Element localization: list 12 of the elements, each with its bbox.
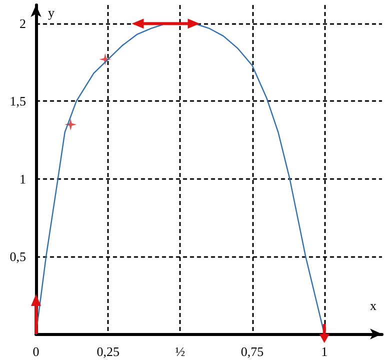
y-tick-label: 1: [20, 171, 26, 186]
point: [64, 118, 77, 130]
x-tick-label: 0,75: [240, 344, 264, 359]
y-tick-label: 0,5: [10, 248, 26, 264]
x-tick-label: ½: [175, 344, 186, 359]
y-tick-label: 2: [20, 16, 26, 32]
x-tick-label: 0,25: [96, 344, 120, 359]
y-tick-label: 1,5: [10, 94, 26, 109]
y-axis-title: y: [48, 5, 55, 20]
x-tick-label: 1: [321, 344, 328, 359]
x-axis-title: x: [370, 298, 377, 313]
x-tick-label: 0: [32, 344, 40, 359]
